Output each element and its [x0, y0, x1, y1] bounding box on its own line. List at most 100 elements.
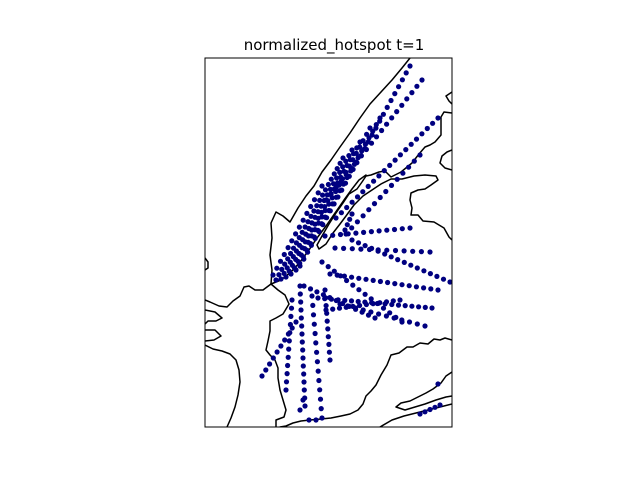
hotspot-point [356, 287, 362, 293]
hotspot-point [348, 165, 354, 171]
hotspot-point [328, 176, 334, 182]
coastline-bay-ridge [205, 309, 223, 342]
hotspot-point [327, 208, 333, 214]
hotspot-point [285, 354, 291, 360]
hotspot-point [409, 90, 415, 96]
hotspot-point [267, 361, 273, 367]
hotspot-point [317, 387, 323, 393]
hotspot-point [419, 77, 425, 83]
coastline-sound-edge [439, 149, 452, 171]
hotspot-point [293, 267, 299, 273]
hotspot-point [316, 377, 322, 384]
hotspot-point [297, 283, 303, 289]
hotspot-point [377, 194, 383, 201]
hotspot-point [296, 224, 302, 230]
hotspot-point [349, 199, 355, 205]
hotspot-point [345, 231, 351, 237]
hotspot-point [308, 213, 314, 219]
hotspot-point [407, 63, 413, 69]
hotspot-point [435, 381, 441, 387]
hotspot-point [311, 208, 317, 214]
hotspot-point [318, 406, 324, 412]
hotspot-point [300, 397, 306, 403]
hotspot-point [330, 181, 337, 187]
hotspot-point [414, 83, 420, 89]
hotspot-point [380, 305, 387, 311]
hotspot-point [390, 298, 396, 304]
hotspot-point [337, 231, 344, 238]
hotspot-point [392, 281, 398, 287]
hotspot-point [397, 297, 403, 303]
hotspot-point [369, 132, 375, 138]
hotspot-point [368, 140, 375, 146]
hotspot-point [282, 261, 288, 267]
hotspot-points [259, 63, 452, 423]
hotspot-point [270, 355, 276, 361]
coastline-staten-north [205, 344, 241, 427]
hotspot-point [338, 210, 344, 216]
hotspot-point [333, 297, 339, 304]
hotspot-point [323, 307, 329, 313]
hotspot-point [354, 219, 360, 225]
hotspot-point [384, 121, 390, 127]
hotspot-point [325, 181, 331, 188]
hotspot-point [435, 115, 441, 121]
coastlines [205, 58, 452, 427]
hotspot-point [284, 371, 290, 377]
hotspot-point [325, 326, 331, 332]
hotspot-point [414, 321, 420, 327]
hotspot-point [298, 299, 304, 305]
hotspot-point [304, 210, 310, 216]
hotspot-point [404, 96, 410, 102]
hotspot-point [361, 229, 367, 235]
hotspot-point [270, 272, 276, 278]
hotspot-point [376, 311, 382, 317]
hotspot-point [306, 417, 312, 423]
hotspot-point [337, 301, 343, 307]
hotspot-point [299, 323, 305, 329]
hotspot-point [319, 183, 325, 189]
hotspot-point [357, 302, 363, 309]
hotspot-point [341, 273, 347, 279]
hotspot-point [286, 346, 292, 352]
hotspot-point [440, 276, 447, 282]
hotspot-point [424, 125, 430, 132]
hotspot-point [319, 415, 325, 421]
hotspot-point [422, 409, 428, 415]
hotspot-point [300, 363, 306, 369]
hotspot-point [322, 204, 328, 210]
hotspot-point [343, 158, 349, 164]
hotspot-point [330, 232, 336, 238]
hotspot-point [427, 271, 433, 277]
hotspot-point [310, 302, 316, 308]
hotspot-point [281, 251, 287, 258]
hotspot-point [322, 233, 328, 239]
hotspot-point [314, 289, 320, 295]
hotspot-point [402, 303, 408, 309]
hotspot-point [383, 299, 390, 305]
hotspot-point [319, 259, 325, 265]
hotspot-point [289, 238, 295, 244]
hotspot-point [355, 298, 361, 305]
hotspot-point [320, 192, 326, 198]
hotspot-point [422, 304, 428, 310]
hotspot-point [320, 222, 326, 228]
hotspot-point [305, 219, 311, 225]
hotspot-point [324, 215, 330, 221]
hotspot-point [343, 172, 349, 178]
hotspot-point [383, 188, 389, 195]
hotspot-point [327, 186, 333, 192]
hotspot-point [391, 315, 397, 321]
hotspot-point [344, 277, 350, 284]
hotspot-point [298, 307, 304, 313]
hotspot-point [419, 131, 425, 137]
hotspot-point [349, 211, 355, 217]
hotspot-point [403, 147, 409, 153]
hotspot-point [395, 257, 401, 263]
hotspot-point [349, 246, 355, 252]
hotspot-point [315, 368, 321, 374]
hotspot-point [329, 195, 335, 201]
hotspot-point [349, 237, 355, 243]
